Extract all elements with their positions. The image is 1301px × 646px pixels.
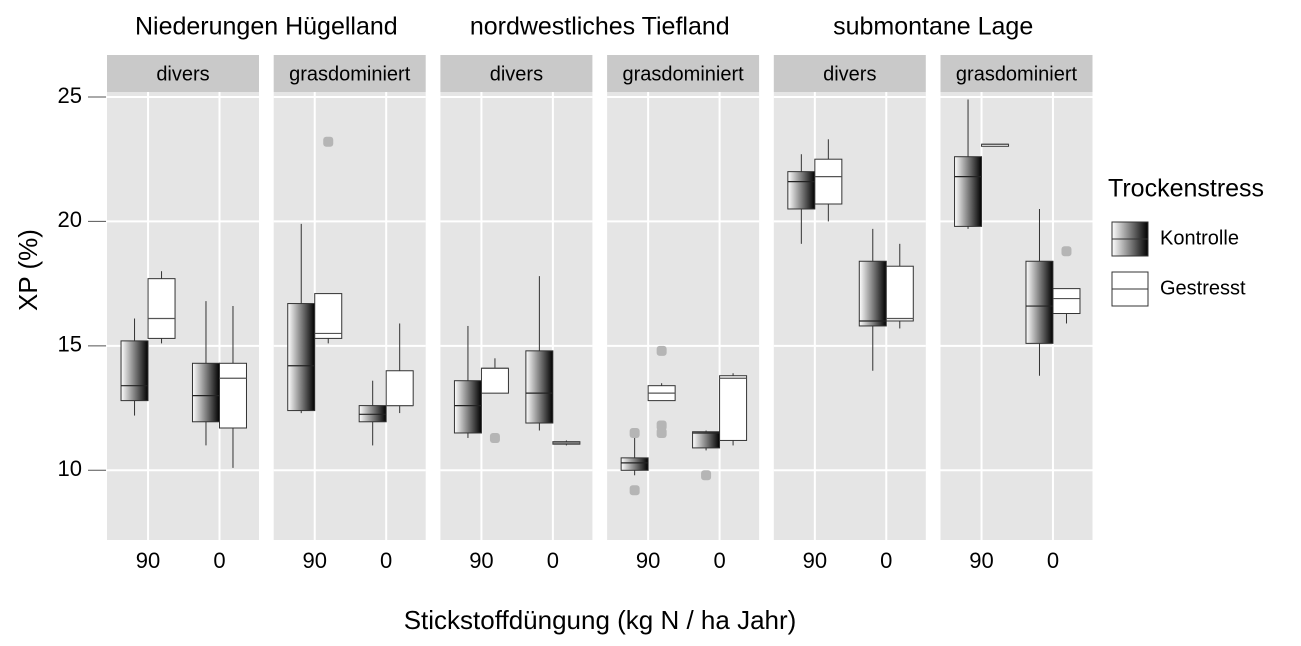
y-axis-label: XP (%) <box>13 229 43 311</box>
y-tick-label: 25 <box>58 83 82 108</box>
box <box>358 405 387 423</box>
outlier <box>656 427 667 438</box>
outlier <box>656 345 667 356</box>
panel-background <box>607 92 760 540</box>
box <box>191 362 220 423</box>
x-tick-label: 0 <box>1047 548 1059 573</box>
x-tick-label: 0 <box>547 548 559 573</box>
strip-label: divers <box>490 63 543 85</box>
region-title: Niederungen Hügelland <box>135 13 398 41</box>
box <box>147 278 176 339</box>
box <box>814 158 843 205</box>
strip-label: grasdominiert <box>289 63 411 85</box>
box <box>120 340 149 402</box>
strip <box>773 55 926 92</box>
outlier <box>629 485 640 496</box>
box <box>453 380 482 434</box>
legend-label[interactable]: Gestresst <box>1160 277 1246 299</box>
box <box>480 367 509 394</box>
panel-background <box>107 92 259 540</box>
x-tick-label: 90 <box>969 548 993 573</box>
box <box>954 156 983 227</box>
box <box>858 260 887 327</box>
box <box>1025 260 1054 344</box>
outlier <box>701 470 712 481</box>
x-axis-label: Stickstoffdüngung (kg N / ha Jahr) <box>404 605 797 635</box>
x-tick-label: 0 <box>213 548 225 573</box>
outlier <box>489 432 500 443</box>
strip-label: grasdominiert <box>623 63 745 85</box>
strip <box>107 55 259 92</box>
legend-title: Trockenstress <box>1108 175 1264 203</box>
box <box>1052 288 1081 315</box>
y-tick-label: 10 <box>58 456 82 481</box>
outlier <box>323 136 334 147</box>
box <box>692 431 721 449</box>
box <box>719 375 748 441</box>
x-tick-label: 90 <box>136 548 160 573</box>
strip-label: grasdominiert <box>956 63 1078 85</box>
strip <box>273 55 426 92</box>
x-tick-label: 0 <box>713 548 725 573</box>
box <box>525 350 554 424</box>
x-tick-label: 90 <box>636 548 660 573</box>
region-title: submontane Lage <box>833 13 1033 41</box>
box <box>314 293 343 339</box>
x-tick-label: 0 <box>380 548 392 573</box>
box <box>787 171 816 210</box>
y-tick-label: 20 <box>58 207 82 232</box>
strip <box>440 55 593 92</box>
strip-label: divers <box>156 63 209 85</box>
box <box>885 265 914 322</box>
outlier <box>629 427 640 438</box>
region-title: nordwestliches Tiefland <box>470 13 730 41</box>
x-tick-label: 90 <box>302 548 326 573</box>
x-tick-label: 0 <box>880 548 892 573</box>
strip-label: divers <box>823 63 876 85</box>
outlier <box>1061 246 1072 257</box>
x-tick-label: 90 <box>469 548 493 573</box>
box <box>620 457 649 471</box>
outlier <box>656 420 667 431</box>
box <box>385 370 414 407</box>
strip <box>607 55 760 92</box>
panel-background <box>440 92 593 540</box>
strip <box>940 55 1093 92</box>
box <box>287 303 316 412</box>
y-tick-label: 15 <box>58 332 82 357</box>
x-tick-label: 90 <box>803 548 827 573</box>
box <box>218 362 247 429</box>
legend-label[interactable]: Kontrolle <box>1160 227 1239 249</box>
